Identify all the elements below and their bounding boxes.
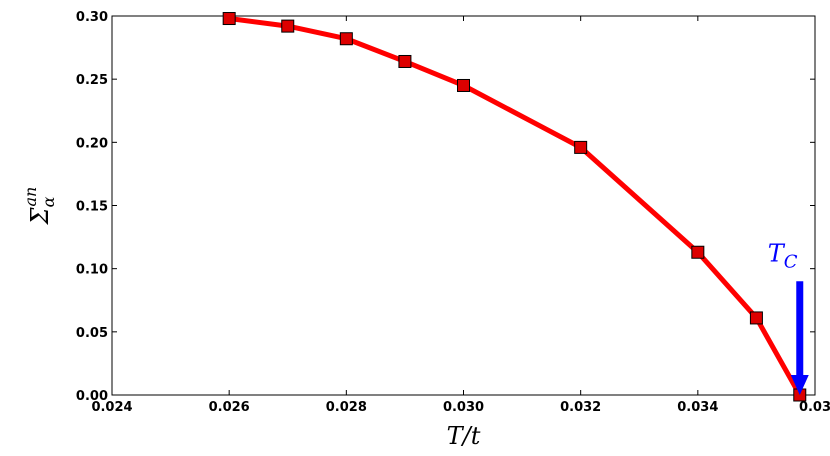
annotation-sub: C <box>784 251 798 272</box>
x-tick-label: 0.032 <box>560 400 601 415</box>
data-marker <box>398 54 412 68</box>
y-tick-label: 0.15 <box>76 200 108 215</box>
data-marker <box>574 140 588 154</box>
x-tick-label: 0.034 <box>677 400 718 415</box>
x-tick-label: 0.024 <box>91 400 132 415</box>
data-marker <box>457 78 470 92</box>
data-marker <box>749 311 763 325</box>
data-marker <box>281 19 295 33</box>
plot-frame <box>111 15 816 396</box>
x-tick-label: 0.026 <box>209 400 250 415</box>
y-label-sup: an <box>21 187 40 207</box>
data-line <box>228 16 802 397</box>
y-tick-label: 0.25 <box>76 73 108 88</box>
annotation-base: T <box>768 239 786 267</box>
y-tick-label: 0.30 <box>76 10 108 25</box>
y-tick-label: 0.05 <box>76 326 108 341</box>
data-marker <box>339 32 353 46</box>
x-tick-label: 0.030 <box>443 400 484 415</box>
x-tick-label: 0.03 <box>799 400 830 415</box>
data-marker <box>222 12 236 26</box>
annotation-arrowhead <box>790 375 809 395</box>
y-axis-label: Σαan <box>21 187 58 226</box>
y-label-sub: α <box>39 196 58 207</box>
y-tick-label: 0.00 <box>76 389 108 404</box>
x-tick-label: 0.028 <box>326 400 367 415</box>
y-label-base: Σ <box>26 206 54 225</box>
y-tick-label: 0.10 <box>76 263 108 278</box>
annotation-text: TC <box>768 239 798 272</box>
data-marker <box>691 245 705 259</box>
y-tick-label: 0.20 <box>76 136 108 151</box>
x-axis-label: T/t <box>447 422 481 450</box>
